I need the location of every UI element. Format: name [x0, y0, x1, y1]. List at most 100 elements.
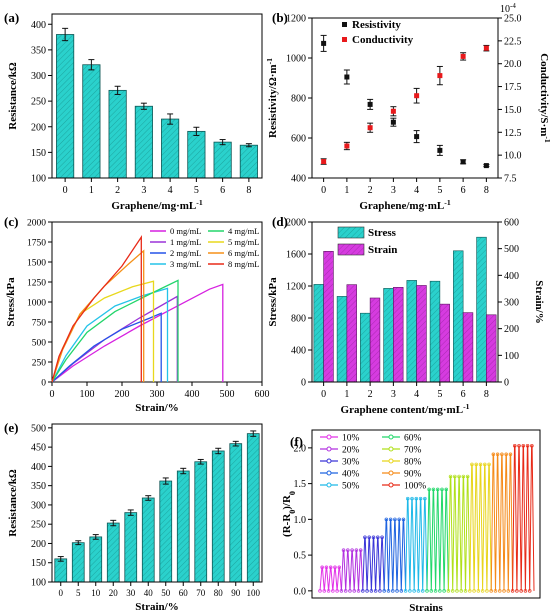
data-point: [483, 163, 489, 169]
y-right-tick-label: 600: [504, 218, 519, 229]
data-point: [474, 462, 478, 467]
data-point: [344, 143, 350, 149]
series-line: [51, 295, 178, 383]
y-tick-label: 250: [32, 359, 47, 369]
legend-swatch: [337, 226, 365, 239]
data-point: [465, 474, 470, 479]
x-tick-label: 8: [246, 185, 251, 196]
data-point: [530, 443, 534, 448]
data-point: [395, 589, 399, 593]
x-tick-label: 8: [484, 185, 489, 196]
data-point: [468, 589, 472, 593]
panel-label: (d): [272, 214, 288, 229]
plot-frame: [51, 423, 263, 583]
x-tick-label: 5: [76, 588, 81, 598]
data-point: [384, 517, 389, 522]
data-point: [418, 496, 423, 501]
x-tick-label: 0: [321, 185, 326, 196]
legend-marker: [342, 37, 347, 42]
x-tick-label: 1: [344, 389, 349, 400]
data-point: [324, 565, 329, 570]
y-axis-label: (R-R0)/R0: [281, 491, 297, 537]
legend-label: 60%: [404, 434, 422, 444]
data-point: [519, 589, 523, 593]
x-tick-label: 100: [247, 588, 261, 598]
data-point: [460, 53, 466, 59]
bar: [213, 141, 232, 179]
bar-strain: [486, 314, 497, 383]
y-tick-label: 100: [31, 578, 46, 589]
y-right-tick-label: 20.0: [504, 59, 522, 70]
data-point: [382, 589, 386, 593]
y-right-tick-label: 500: [504, 244, 519, 255]
data-point: [358, 548, 363, 552]
series-line: [383, 518, 407, 591]
data-point: [373, 589, 378, 593]
x-tick-label: 100: [80, 389, 95, 400]
bar: [229, 443, 243, 583]
data-point: [489, 589, 493, 593]
legend-label: Resistivity: [352, 19, 401, 31]
y-right-tick-label: 10.0: [504, 151, 522, 162]
x-tick-label: 40: [144, 588, 154, 598]
data-point: [517, 443, 521, 448]
data-point: [414, 134, 420, 140]
y-right-axis-label: Conductivity/S·m-1: [538, 53, 550, 143]
y-tick-label: 450: [31, 443, 46, 454]
axis-multiplier-superscript: -4: [510, 2, 516, 10]
y-tick-label: 300: [31, 71, 46, 82]
data-point: [435, 487, 440, 492]
y-axis-label-subscript: 0: [288, 510, 297, 514]
data-point: [425, 589, 429, 593]
data-point: [322, 589, 327, 593]
data-point: [508, 452, 513, 457]
data-point: [318, 589, 322, 593]
x-tick-label: 8: [484, 389, 489, 400]
x-tick-label: 500: [220, 389, 235, 400]
bar-stress: [360, 312, 371, 383]
data-point: [391, 589, 395, 593]
data-point: [515, 589, 519, 593]
legend-label: 8 mg/mL: [228, 259, 259, 269]
legend-label: 50%: [342, 482, 360, 492]
legend-label: 4 mg/mL: [228, 226, 259, 236]
data-point: [408, 589, 412, 593]
bar-strain: [346, 284, 357, 383]
legend-label: 30%: [342, 458, 360, 468]
legend-label: 80%: [404, 458, 422, 468]
x-axis-label: Strain/%: [135, 402, 178, 414]
data-point: [500, 452, 504, 457]
bar: [89, 536, 103, 583]
data-point: [429, 589, 434, 593]
y-tick-label: 1200: [286, 282, 306, 293]
y-tick-label: 1250: [27, 279, 46, 289]
bar-strain: [439, 303, 450, 383]
series-line: [340, 549, 364, 591]
bar-stress: [453, 250, 464, 383]
panel-label: (a): [4, 10, 19, 25]
y-tick-label: 100: [31, 174, 46, 185]
data-point: [453, 474, 457, 479]
data-point: [401, 517, 406, 522]
legend-label: 70%: [404, 446, 422, 456]
legend-marker: [326, 482, 332, 488]
x-tick-label: 2: [368, 389, 373, 400]
data-point: [354, 548, 359, 552]
x-tick-label: 2: [115, 185, 120, 196]
data-point: [440, 487, 444, 492]
y-tick-label: 200: [31, 539, 46, 550]
data-point: [502, 589, 506, 593]
data-point: [367, 125, 373, 131]
series-line: [51, 249, 145, 383]
plot-frame: [311, 429, 541, 599]
data-point: [448, 474, 453, 479]
y-tick-label: 0: [41, 379, 46, 389]
y-tick-label: 500: [32, 339, 47, 349]
y-axis-label-subscript: 0: [288, 491, 297, 495]
data-point: [344, 74, 350, 80]
panel-f: 0.0 0.5 1.0 1.5 2.0 Strains (R-R0)/R0 (f) 10% 20%…: [281, 429, 541, 614]
x-axis-label-superscript: -1: [463, 402, 470, 411]
data-point: [378, 589, 382, 593]
x-tick-label: 200: [115, 389, 130, 400]
